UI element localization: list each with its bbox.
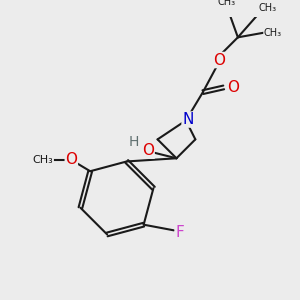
Text: O: O: [65, 152, 77, 167]
Text: O: O: [227, 80, 239, 95]
Text: O: O: [213, 52, 225, 68]
Text: O: O: [142, 143, 154, 158]
Text: CH₃: CH₃: [264, 28, 282, 38]
Text: H: H: [129, 135, 139, 149]
Text: CH₃: CH₃: [33, 155, 53, 165]
Text: CH₃: CH₃: [218, 0, 236, 8]
Text: N: N: [182, 112, 194, 127]
Text: F: F: [175, 225, 184, 240]
Text: CH₃: CH₃: [258, 3, 276, 13]
